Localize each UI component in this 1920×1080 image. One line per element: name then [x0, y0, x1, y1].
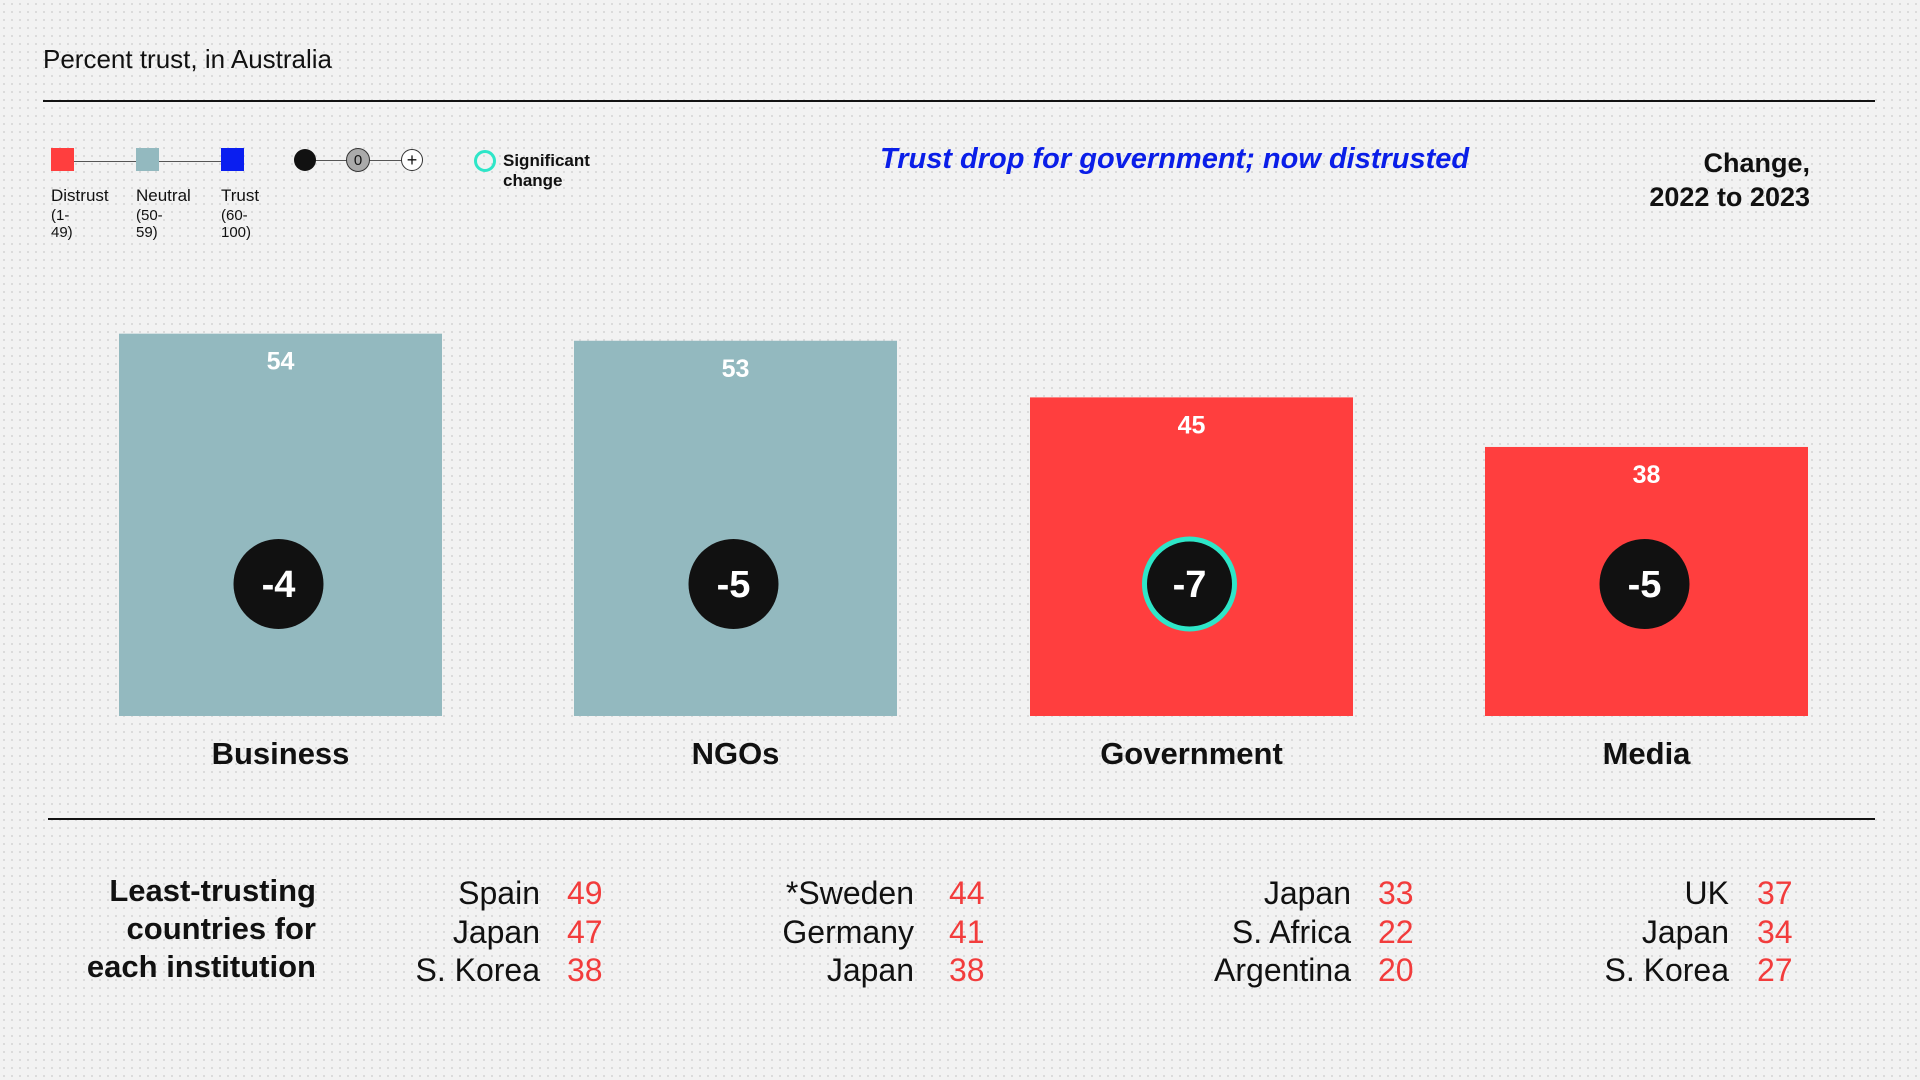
change-badge-significant: [1142, 536, 1237, 632]
least-trusting-value: 38: [567, 952, 603, 988]
legend-significant-ring: [474, 150, 496, 172]
legend-trust-range: (60-100): [221, 207, 252, 241]
change-badge: [1599, 539, 1690, 629]
category-label-government: Government: [1100, 736, 1283, 771]
least-trusting-country: Germany: [782, 914, 914, 950]
least-trusting-country: Japan: [452, 914, 540, 950]
change-badge: [688, 539, 779, 629]
change-value-label: -5: [1628, 564, 1662, 606]
least-trusting-country: S. Africa: [1231, 914, 1351, 950]
least-trusting-title-line: countries for: [126, 911, 316, 946]
change-title: Change, 2022 to 2023: [1649, 146, 1810, 214]
least-trusting-country: S. Korea: [415, 952, 540, 988]
change-badge: [233, 539, 324, 629]
least-trusting-country: Argentina: [1214, 952, 1351, 988]
headline: Trust drop for government; now distruste…: [880, 143, 1470, 175]
legend-trust-swatch: [221, 148, 244, 171]
least-trusting-value: 20: [1378, 952, 1414, 988]
least-trusting-country: Spain: [458, 875, 540, 911]
legend-negative-dot: [294, 149, 316, 171]
chart-subtitle: Percent trust, in Australia: [43, 44, 333, 74]
legend-neutral-swatch: [136, 148, 159, 171]
least-trusting-value: 37: [1757, 875, 1793, 911]
least-trusting-country: Japan: [826, 952, 914, 988]
least-trusting-country: S. Korea: [1604, 952, 1729, 988]
legend-neutral-label: Neutral: [136, 186, 191, 205]
least-trusting-country: UK: [1684, 875, 1729, 911]
least-trusting-value: 33: [1378, 875, 1414, 911]
top-divider: [43, 100, 1875, 102]
bar-business: [119, 333, 442, 716]
category-label-business: Business: [212, 736, 350, 771]
least-trusting-value: 34: [1757, 914, 1793, 950]
least-trusting-value: 27: [1757, 952, 1793, 988]
legend-neutral-range: (50-59): [136, 207, 163, 241]
least-trusting-title: Least-trusting countries for each instit…: [40, 872, 316, 986]
legend-distrust-range: (1-49): [51, 207, 73, 241]
legend-trust-label: Trust: [221, 186, 260, 205]
category-label-ngos: NGOs: [692, 736, 780, 771]
least-trusting-value: 38: [949, 952, 985, 988]
change-title-line2: 2022 to 2023: [1649, 182, 1810, 212]
least-trusting-value: 41: [949, 914, 985, 950]
change-value-label: -5: [717, 564, 751, 606]
middle-divider: [48, 818, 1875, 820]
legend-distrust-swatch: [51, 148, 74, 171]
category-label-media: Media: [1603, 736, 1692, 771]
least-trusting-value: 47: [567, 914, 603, 950]
change-value-label: -7: [1173, 564, 1207, 606]
change-value-label: -4: [262, 564, 296, 606]
least-trusting-title-line: Least-trusting: [109, 873, 316, 908]
bar-chart: 54 -4 Business 53 -5 NGOs 45 -7 Government 38 -5 Me…: [119, 333, 1808, 771]
legend-significant-label: Significant change: [503, 151, 590, 190]
bar-value-label: 53: [722, 355, 750, 383]
least-trusting-country: Japan: [1263, 875, 1351, 911]
bar-ngos: [574, 340, 897, 716]
least-trusting-country: Japan: [1641, 914, 1729, 950]
bar-value-label: 54: [267, 348, 295, 376]
legend-distrust-label: Distrust: [51, 186, 109, 205]
least-trusting-value: 22: [1378, 914, 1414, 950]
change-title-line1: Change,: [1703, 148, 1810, 178]
least-trusting-value: 49: [567, 875, 603, 911]
least-trusting-value: 44: [949, 875, 985, 911]
least-trusting-country: *Sweden: [785, 875, 914, 911]
least-trusting-title-line: each institution: [86, 949, 316, 984]
bar-value-label: 45: [1178, 411, 1206, 439]
bar-value-label: 38: [1633, 461, 1661, 489]
legend-plus-dot: +: [401, 149, 423, 171]
legend-zero-dot: 0: [346, 148, 370, 172]
